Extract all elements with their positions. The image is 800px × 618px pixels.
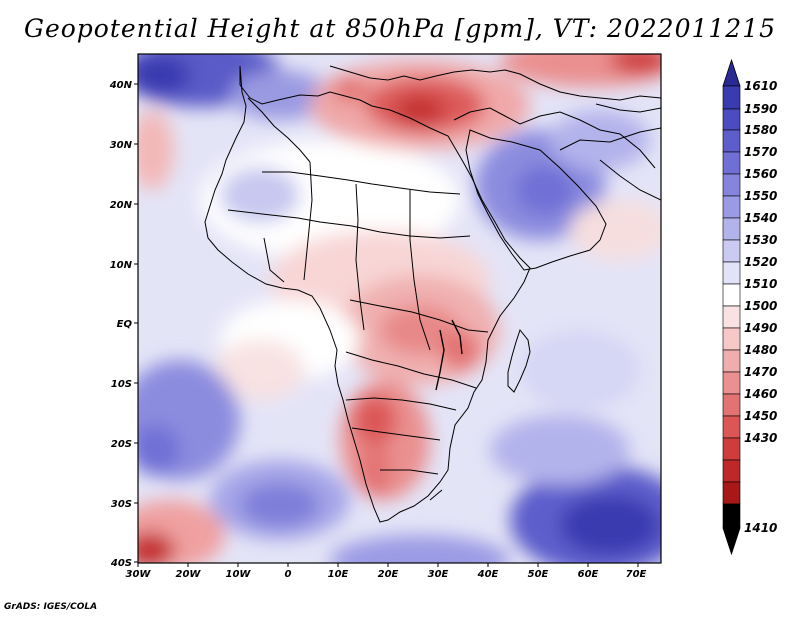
colorbar-box [722, 261, 741, 285]
lon-tick-label: 50E [528, 569, 549, 580]
coastlines [204, 65, 661, 523]
colorbar-box [722, 85, 741, 110]
chart-title: Geopotential Height at 850hPa [gpm], VT:… [23, 14, 777, 43]
lon-tick-label: 70E [626, 569, 647, 580]
colorbar-label: 1430 [744, 431, 777, 445]
lat-tick-label: 10N [110, 260, 133, 271]
colorbar-label: 1410 [744, 521, 777, 535]
colorbar-box [722, 129, 741, 153]
lon-tick-label: 30E [428, 569, 449, 580]
lat-tick-label: 10S [111, 379, 132, 390]
colorbar-label: 1530 [744, 233, 777, 247]
lon-axis: 30W 20W 10W 0 10E 20E 30E 40E 50E 60E 70… [126, 569, 647, 580]
colorbar-box [722, 393, 741, 417]
lon-tick-label: 40E [477, 569, 499, 580]
colorbar-label: 1580 [744, 123, 777, 137]
colorbar-bottom-triangle [722, 527, 741, 556]
lon-tick-label: 60E [578, 569, 599, 580]
colorbar-box [722, 503, 741, 529]
lat-tick-label: 40N [109, 80, 133, 91]
lat-tick-label: EQ [117, 319, 133, 330]
lon-tick-label: 20W [176, 569, 202, 580]
lon-tick-label: 20E [378, 569, 399, 580]
colorbar-label: 1550 [744, 189, 777, 203]
axis-ticks [134, 83, 639, 567]
colorbar-label: 1590 [744, 102, 777, 116]
colorbar-box [722, 437, 741, 461]
colorbar-label: 1480 [744, 343, 777, 357]
colorbar-box [722, 173, 741, 197]
lon-tick-label: 30W [126, 569, 152, 580]
colorbar-box [722, 349, 741, 373]
colorbar-label: 1460 [744, 387, 777, 401]
colorbar-label: 1540 [744, 211, 777, 225]
lat-tick-label: 40S [110, 558, 132, 569]
colorbar-top-triangle [722, 58, 741, 87]
colorbar-box [722, 371, 741, 395]
colorbar-box [722, 195, 741, 219]
colorbar-box [722, 459, 741, 483]
lon-tick-label: 10E [328, 569, 349, 580]
colorbar-box [722, 217, 741, 241]
colorbar-box [722, 481, 741, 505]
colorbar-box [722, 305, 741, 329]
footer-credit: GrADS: IGES/COLA [4, 602, 98, 612]
height-field [138, 54, 661, 563]
colorbar-label: 1520 [744, 255, 777, 269]
colorbar-label: 1490 [744, 321, 777, 335]
lat-axis: 40N 30N 20N 10N EQ 10S 20S 30S 40S [109, 80, 133, 569]
lat-tick-label: 30N [110, 140, 133, 151]
colorbar-label: 1570 [744, 145, 777, 159]
colorbar-label: 1450 [744, 409, 777, 423]
colorbar-box [722, 151, 741, 175]
colorbar: 1610 1590 1580 1570 1560 1550 1540 1530 … [722, 58, 777, 556]
lat-tick-label: 30S [111, 499, 132, 510]
colorbar-box [722, 415, 741, 439]
colorbar-box [722, 327, 741, 351]
colorbar-box [722, 108, 741, 131]
colorbar-label: 1500 [744, 299, 777, 313]
colorbar-box [722, 283, 741, 307]
colorbar-label: 1470 [744, 365, 777, 379]
colorbar-label: 1610 [744, 79, 777, 93]
map-frame [137, 53, 662, 564]
lat-tick-label: 20N [110, 200, 133, 211]
colorbar-label: 1560 [744, 167, 777, 181]
colorbar-box [722, 239, 741, 263]
lat-tick-label: 20S [111, 439, 132, 450]
lon-tick-label: 0 [285, 569, 292, 580]
colorbar-label: 1510 [744, 277, 777, 291]
lon-tick-label: 10W [226, 569, 252, 580]
